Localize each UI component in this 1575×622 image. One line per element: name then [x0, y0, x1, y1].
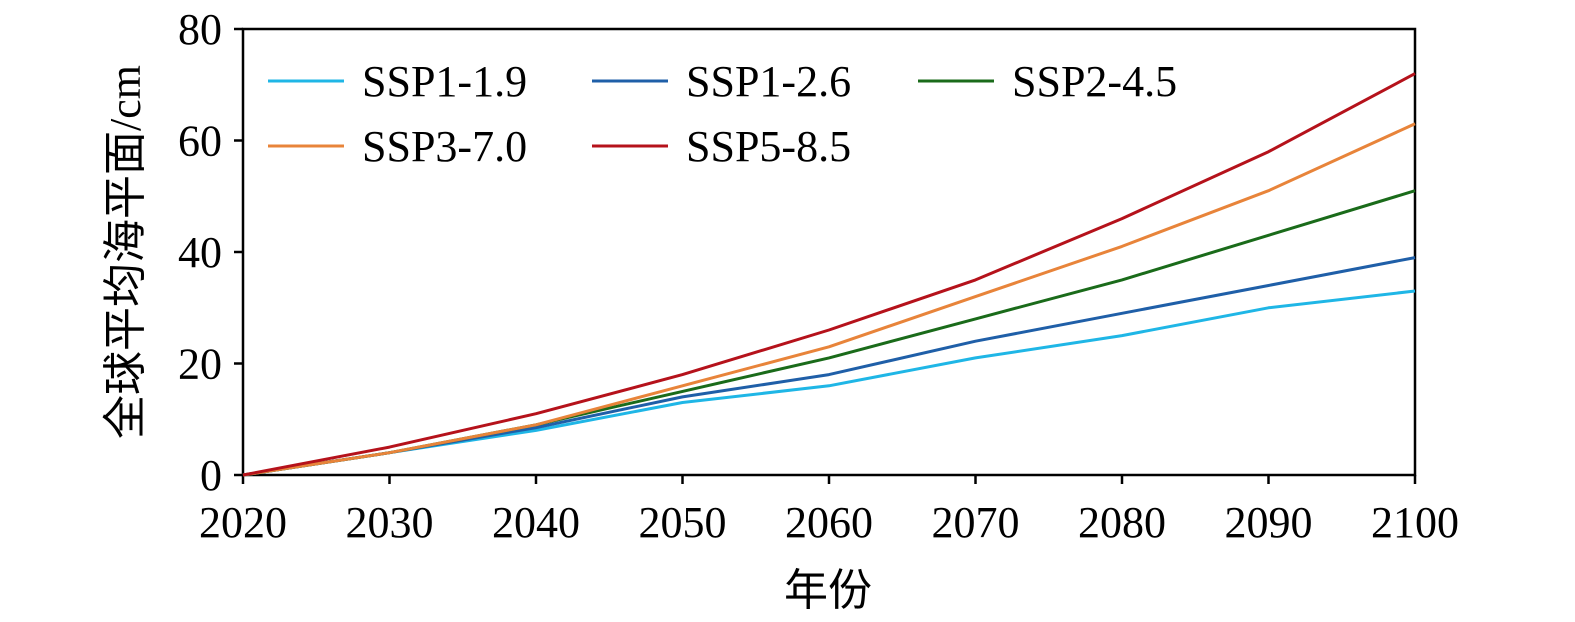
x-tick-label: 2020 — [199, 498, 287, 547]
x-tick-label: 2090 — [1225, 498, 1313, 547]
y-axis-label: 全球平均海平面/cm — [101, 65, 150, 439]
x-tick-label: 2100 — [1371, 498, 1459, 547]
series-line-ssp5-8-5 — [242, 72, 1416, 477]
x-tick-label: 2060 — [785, 498, 873, 547]
series-line-ssp2-4-5 — [242, 189, 1416, 477]
plot-area: 2020 2030 2040 2050 2060 2070 2080 2090 21000204… — [178, 5, 1459, 547]
x-axis-label: 年份 — [784, 566, 872, 615]
y-tick-label: 80 — [178, 5, 222, 54]
legend-label-ssp1-2-6: SSP1-2.6 — [686, 57, 851, 106]
series-line-ssp1-2-6 — [242, 256, 1416, 477]
y-tick-label: 0 — [200, 451, 222, 500]
series-line-ssp3-7-0 — [242, 122, 1416, 477]
legend: SSP1-1.9 SSP1-2.6 SSP2-4.5 SSP3-7.0 SSP5-8.5 — [268, 57, 1177, 171]
x-tick-label: 2040 — [492, 498, 580, 547]
legend-label-ssp1-1-9: SSP1-1.9 — [362, 57, 527, 106]
y-tick-label: 20 — [178, 340, 222, 389]
x-tick-label: 2080 — [1078, 498, 1166, 547]
y-axis-label-group: 全球平均海平面/cm — [101, 65, 150, 439]
x-tick-label: 2070 — [932, 498, 1020, 547]
legend-label-ssp3-7-0: SSP3-7.0 — [362, 122, 527, 171]
legend-label-ssp2-4-5: SSP2-4.5 — [1012, 57, 1177, 106]
y-tick-label: 60 — [178, 117, 222, 166]
y-tick-label: 40 — [178, 228, 222, 277]
x-tick-label: 2030 — [346, 498, 434, 547]
x-tick-label: 2050 — [639, 498, 727, 547]
legend-label-ssp5-8-5: SSP5-8.5 — [686, 122, 851, 171]
